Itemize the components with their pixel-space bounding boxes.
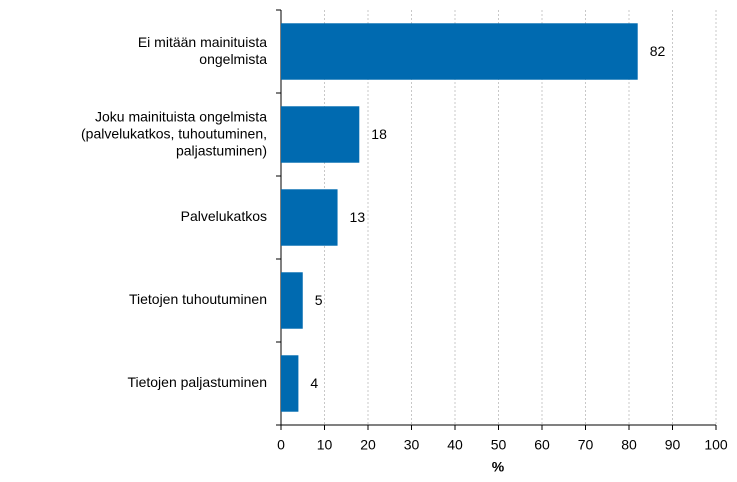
- value-label: 4: [310, 375, 318, 391]
- bar: [281, 272, 303, 329]
- x-axis-label: %: [492, 459, 505, 475]
- x-tick-label: 20: [360, 437, 376, 453]
- x-tick-label: 90: [665, 437, 681, 453]
- value-label: 18: [371, 126, 387, 142]
- x-tick-label: 100: [704, 437, 728, 453]
- x-tick-label: 50: [491, 437, 507, 453]
- y-tick-label: Joku mainituista ongelmista (palvelukatko…: [81, 108, 267, 158]
- y-tick-label: Tietojen tuhoutuminen: [129, 291, 267, 307]
- value-label: 5: [315, 292, 323, 308]
- bar: [281, 106, 360, 163]
- x-tick-label: 30: [404, 437, 420, 453]
- x-tick-label: 10: [317, 437, 333, 453]
- bar: [281, 355, 299, 412]
- value-label: 82: [650, 43, 666, 59]
- y-tick-label: Ei mitään mainituista ongelmista: [138, 34, 267, 67]
- x-tick-label: 0: [277, 437, 285, 453]
- y-tick-label: Tietojen paljastuminen: [127, 374, 267, 390]
- x-tick-label: 40: [447, 437, 463, 453]
- x-tick-label: 70: [578, 437, 594, 453]
- x-tick-label: 80: [621, 437, 637, 453]
- bar: [281, 189, 338, 246]
- value-label: 13: [350, 209, 366, 225]
- x-tick-label: 60: [534, 437, 550, 453]
- bar: [281, 23, 638, 80]
- y-tick-label: Palvelukatkos: [181, 208, 267, 224]
